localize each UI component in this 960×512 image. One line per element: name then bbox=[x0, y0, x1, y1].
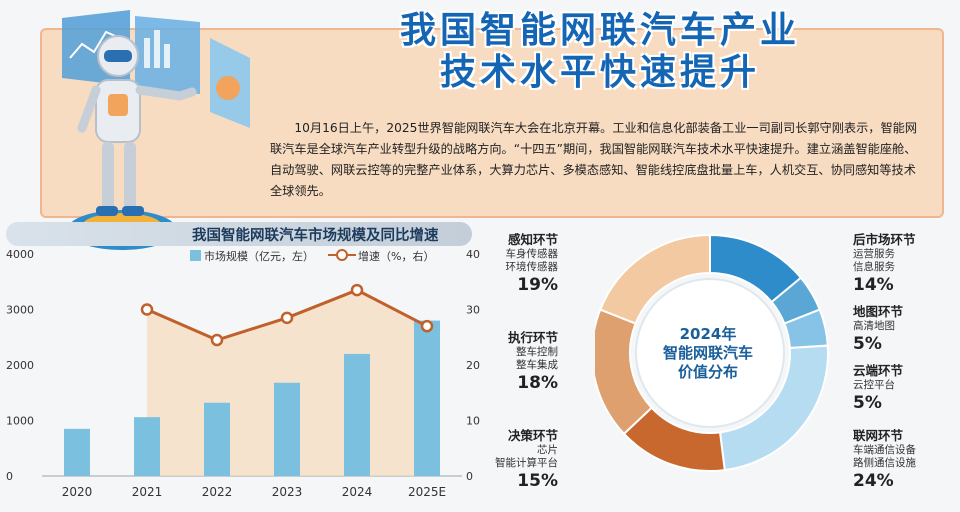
donut-center-line-2: 智能网联汽车 bbox=[662, 344, 753, 362]
donut-center-line-1: 2024年 bbox=[679, 325, 737, 343]
y-right-tick-label: 0 bbox=[466, 470, 473, 483]
donut-inner-ring bbox=[635, 278, 785, 428]
x-tick-label: 2020 bbox=[62, 485, 93, 499]
slice-label-map: 地图环节 高清地图 5% bbox=[853, 304, 904, 354]
y-left-tick-label: 1000 bbox=[6, 415, 34, 428]
value-distribution-donut bbox=[595, 233, 829, 472]
bar-chart-legend: 市场规模（亿元，左） 增速（%，右） bbox=[190, 248, 434, 264]
growth-point bbox=[140, 303, 154, 316]
y-right-tick-label: 20 bbox=[466, 359, 480, 372]
x-tick-label: 2022 bbox=[202, 485, 233, 499]
growth-point bbox=[420, 319, 434, 333]
donut-center-label: 2024年 智能网联汽车 价值分布 bbox=[638, 325, 778, 382]
bar-legend-swatch bbox=[190, 250, 201, 261]
market-size-bar bbox=[64, 428, 90, 476]
title-line-1: 我国智能网联汽车产业 bbox=[399, 10, 800, 51]
y-left-tick-label: 2000 bbox=[6, 359, 34, 372]
x-tick-label: 2023 bbox=[272, 485, 303, 499]
donut-slice bbox=[598, 233, 711, 325]
bar-line-chart: 0 1000 2000 3000 4000 0 10 20 30 40 2020 2021 2022 20… bbox=[6, 248, 480, 499]
bar-legend-label: 市场规模（亿元，左） bbox=[204, 250, 314, 263]
y-right-tick-label: 10 bbox=[466, 415, 480, 428]
market-size-bar bbox=[344, 353, 370, 476]
line-legend-marker bbox=[328, 249, 356, 261]
chart-title-bar bbox=[6, 222, 476, 248]
robot-illustration bbox=[62, 10, 250, 250]
market-size-bar bbox=[274, 382, 300, 476]
slice-label-decision: 决策环节 芯片 智能计算平台 15% bbox=[495, 428, 558, 491]
page-title: 我国智能网联汽车产业 技术水平快速提升 bbox=[300, 10, 900, 94]
intro-paragraph: 10月16日上午，2025世界智能网联汽车大会在北京开幕。工业和信息化部装备工业… bbox=[270, 121, 918, 198]
x-tick-label: 2024 bbox=[342, 485, 373, 499]
growth-point bbox=[280, 311, 294, 325]
slice-label-cloud: 云端环节 云控平台 5% bbox=[853, 363, 904, 413]
line-legend-label: 增速（%，右） bbox=[358, 250, 435, 263]
x-tick-label: 2025E bbox=[408, 485, 446, 499]
growth-point bbox=[350, 283, 364, 297]
title-line-2: 技术水平快速提升 bbox=[439, 52, 760, 93]
market-size-bar bbox=[204, 402, 230, 476]
x-tick-label: 2021 bbox=[132, 485, 163, 499]
market-size-bar bbox=[134, 417, 160, 476]
slice-label-aftermarket: 后市场环节 运营服务 信息服务 14% bbox=[853, 232, 916, 295]
slice-label-execution: 执行环节 整车控制 整车集成 18% bbox=[507, 330, 558, 393]
y-right-tick-label: 30 bbox=[466, 304, 480, 317]
slice-label-perception: 感知环节 车身传感器 环境传感器 19% bbox=[505, 232, 559, 295]
bar-chart-title: 我国智能网联汽车市场规模及同比增速 bbox=[192, 228, 439, 244]
y-left-tick-label: 4000 bbox=[6, 248, 34, 261]
donut-center-line-3: 价值分布 bbox=[677, 363, 738, 381]
y-right-tick-label: 40 bbox=[466, 248, 480, 261]
market-size-bar bbox=[414, 320, 440, 476]
growth-point bbox=[210, 333, 224, 347]
slice-label-network: 联网环节 车端通信设备 路侧通信设施 24% bbox=[853, 428, 916, 491]
y-left-tick-label: 3000 bbox=[6, 304, 34, 317]
y-left-tick-label: 0 bbox=[6, 470, 13, 483]
